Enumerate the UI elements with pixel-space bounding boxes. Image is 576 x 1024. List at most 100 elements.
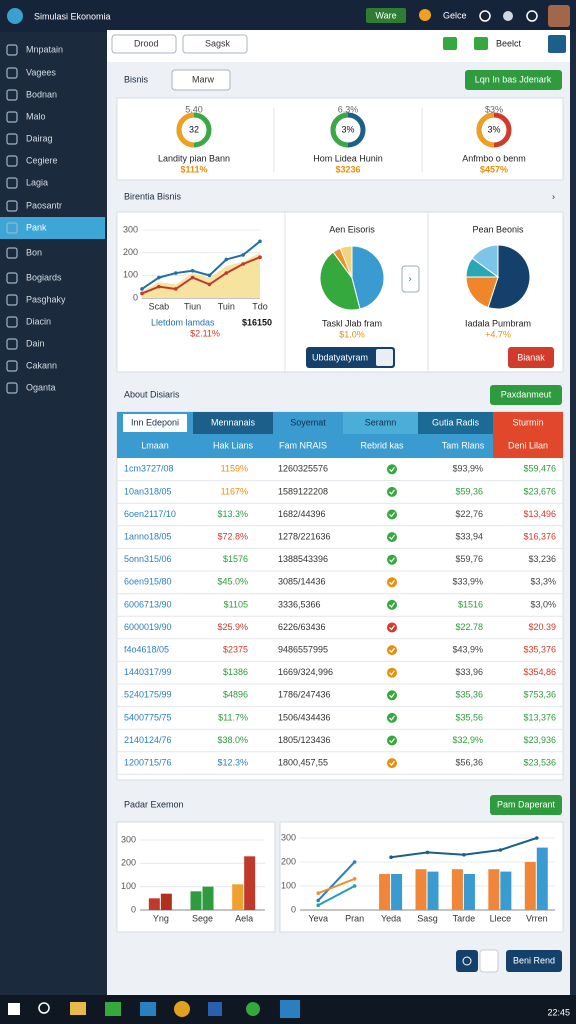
sidebar-item[interactable]: Bon	[26, 247, 42, 257]
cell: $1105	[224, 599, 248, 609]
cell: 1cm3727/08	[124, 464, 174, 474]
dropdown-label[interactable]: Marw	[192, 74, 214, 84]
point	[462, 853, 466, 857]
cell: $1386	[223, 667, 248, 677]
button[interactable]	[508, 347, 554, 368]
tab-label[interactable]: Sturmin	[512, 417, 543, 427]
next-button[interactable]	[401, 265, 420, 293]
point	[258, 239, 262, 244]
icon[interactable]	[443, 37, 457, 50]
avatar[interactable]	[548, 5, 570, 27]
user-icon[interactable]	[526, 10, 538, 22]
sidebar-item[interactable]: Pasghaky	[26, 294, 66, 304]
button-label[interactable]: Bianak	[517, 352, 545, 362]
button-label[interactable]: Paxdanmeut	[501, 389, 552, 399]
sidebar-item[interactable]: Dain	[26, 338, 45, 348]
button-label[interactable]: Beni Rend	[513, 955, 555, 965]
cell: $93,9%	[452, 464, 483, 474]
cell: $59,476	[523, 464, 556, 474]
top-button-label[interactable]: Ware	[375, 10, 396, 20]
tab-label[interactable]: Seramn	[365, 417, 397, 427]
button-label[interactable]: Ubdatyatyram	[312, 352, 368, 362]
top-button[interactable]	[366, 8, 406, 23]
sidebar-icon	[6, 155, 18, 167]
button-icon[interactable]	[376, 349, 393, 366]
sidebar-item[interactable]: Oganta	[26, 382, 56, 392]
gauge-arc	[476, 112, 495, 148]
sidebar-item[interactable]: Dairag	[26, 133, 53, 143]
cell: 1669/324,996	[278, 667, 333, 677]
sidebar-item[interactable]: Vagees	[26, 67, 56, 77]
sidebar-item[interactable]: Pank	[26, 222, 47, 232]
taskbar-icon[interactable]	[208, 1002, 222, 1016]
tab-label[interactable]: Mennanais	[211, 417, 256, 427]
sidebar-item[interactable]: Paosantr	[26, 200, 62, 210]
table-tab[interactable]	[418, 412, 493, 434]
icon[interactable]	[479, 10, 491, 22]
filter-input[interactable]	[111, 34, 177, 54]
taskbar-icon[interactable]	[140, 1002, 156, 1016]
cell: 6000019/90	[124, 622, 172, 632]
sidebar-item[interactable]: Mnpatain	[26, 44, 63, 54]
button-label[interactable]: Pam Daperant	[497, 799, 556, 809]
table-tab[interactable]	[343, 412, 418, 434]
point	[241, 262, 245, 266]
gauge-sub: $111%	[180, 164, 207, 174]
search-label[interactable]: Sagsk	[205, 38, 231, 48]
tab-label[interactable]: Gutia Radis	[432, 417, 480, 427]
check	[389, 647, 395, 654]
line	[317, 885, 356, 907]
filter-label[interactable]: Drood	[134, 38, 159, 48]
tab-label[interactable]: Inn Edeponi	[131, 417, 179, 427]
user-name[interactable]: Gelce	[443, 10, 467, 20]
tab-label[interactable]: Soyemat	[290, 417, 326, 427]
x-tick-label: Sasg	[417, 913, 438, 923]
total: $16150	[242, 317, 272, 327]
chevron[interactable]: ›	[409, 273, 412, 283]
sidebar-item[interactable]: Bodnan	[26, 89, 57, 99]
dropdown[interactable]	[171, 69, 231, 91]
sidebar-item[interactable]: Lagia	[26, 177, 48, 187]
search-input[interactable]	[182, 34, 248, 54]
table-tab[interactable]	[273, 412, 343, 434]
table-tab[interactable]	[193, 412, 273, 434]
sidebar-item[interactable]: Diacin	[26, 316, 51, 326]
taskbar-icon[interactable]	[70, 1002, 86, 1015]
point	[498, 848, 503, 852]
icon[interactable]	[474, 37, 488, 50]
taskbar-icon[interactable]	[280, 1000, 300, 1018]
button[interactable]	[490, 795, 562, 815]
toolbar-action[interactable]: Beelct	[496, 38, 522, 48]
bar	[463, 874, 475, 910]
chevron[interactable]: ›	[552, 191, 555, 201]
sidebar-item[interactable]: Bogiards	[26, 272, 62, 282]
button[interactable]	[306, 347, 395, 368]
change: $2.11%	[190, 328, 220, 338]
bar	[451, 869, 463, 910]
icon-button[interactable]	[479, 949, 499, 973]
column-header: Fam NRAIS	[279, 440, 327, 450]
button[interactable]	[490, 385, 562, 405]
table-tab[interactable]	[493, 412, 563, 434]
sidebar-item[interactable]: Malo	[26, 111, 46, 121]
section-title: Bisnis	[124, 74, 149, 84]
start-icon[interactable]	[8, 1003, 20, 1015]
sidebar-item[interactable]: Cakann	[26, 360, 57, 370]
y-tick-label: 100	[121, 881, 136, 891]
icon-button[interactable]	[456, 950, 478, 972]
settings-icon[interactable]	[503, 11, 513, 21]
sidebar-icon	[6, 44, 18, 56]
expand-button[interactable]	[548, 35, 566, 53]
cell: 6006713/90	[124, 599, 172, 609]
taskbar-icon[interactable]	[174, 1001, 190, 1017]
button[interactable]	[465, 70, 562, 90]
button-label[interactable]: Lqn In bas Jdenark	[475, 74, 552, 84]
table-tab-active	[123, 414, 187, 432]
taskbar-icon[interactable]	[246, 1002, 260, 1016]
gauge-value: 32	[189, 124, 199, 134]
taskbar-icon[interactable]	[105, 1002, 121, 1016]
button[interactable]	[506, 950, 562, 972]
sidebar-item[interactable]: Cegiere	[26, 155, 58, 165]
search-icon[interactable]	[38, 1002, 50, 1014]
